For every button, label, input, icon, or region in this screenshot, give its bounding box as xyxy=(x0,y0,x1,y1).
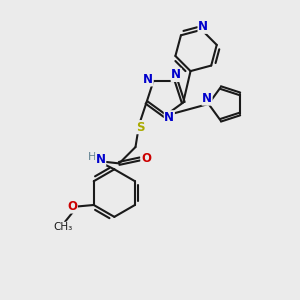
Text: N: N xyxy=(171,68,181,81)
Text: O: O xyxy=(67,200,77,213)
Text: N: N xyxy=(198,20,208,33)
Text: N: N xyxy=(164,111,174,124)
Text: N: N xyxy=(202,92,212,105)
Text: CH₃: CH₃ xyxy=(54,222,73,232)
Text: H: H xyxy=(88,152,97,163)
Text: N: N xyxy=(143,73,153,86)
Text: N: N xyxy=(96,153,106,166)
Text: O: O xyxy=(141,152,151,165)
Text: S: S xyxy=(136,121,145,134)
